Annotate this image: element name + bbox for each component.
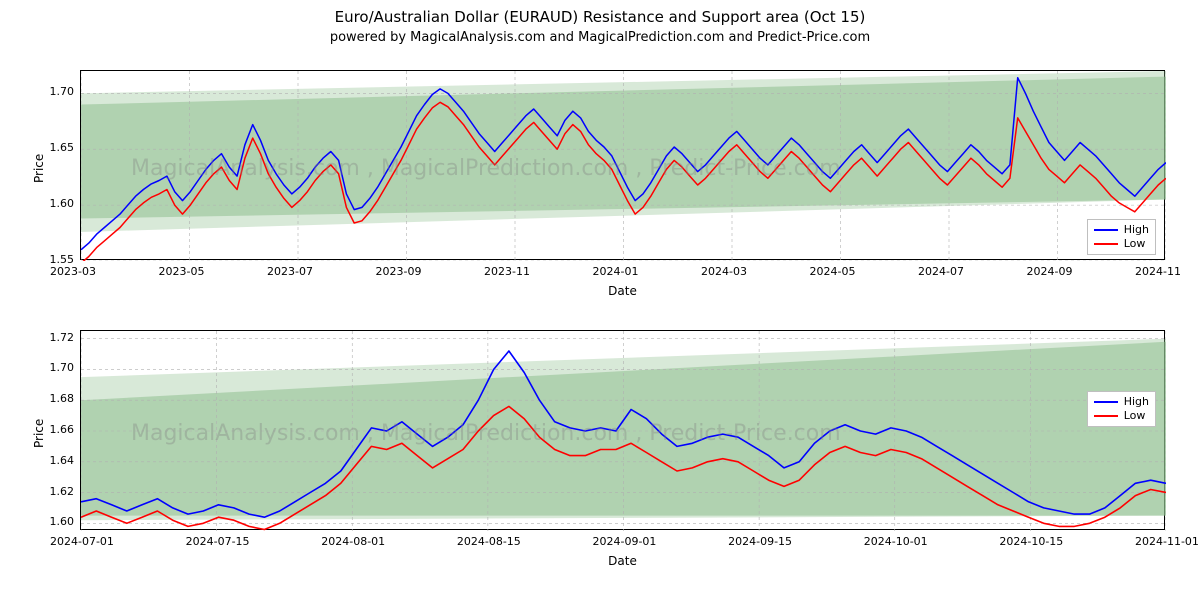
x-tick-label: 2023-11 (484, 265, 530, 278)
y-tick-label: 1.72 (50, 331, 75, 344)
legend-swatch (1094, 229, 1118, 231)
y-axis-label-bottom: Price (32, 419, 46, 448)
x-tick-label: 2024-03 (701, 265, 747, 278)
chart-subtitle: powered by MagicalAnalysis.com and Magic… (0, 30, 1200, 45)
x-tick-label: 2024-08-15 (457, 535, 521, 548)
x-tick-label: 2024-09-15 (728, 535, 792, 548)
x-tick-label: 2023-05 (159, 265, 205, 278)
x-tick-label: 2024-10-15 (999, 535, 1063, 548)
x-tick-label: 2024-11-01 (1135, 535, 1199, 548)
figure: Euro/Australian Dollar (EURAUD) Resistan… (0, 0, 1200, 600)
x-tick-label: 2024-09-01 (593, 535, 657, 548)
y-tick-label: 1.70 (50, 85, 75, 98)
y-tick-label: 1.60 (50, 515, 75, 528)
y-tick-label: 1.70 (50, 361, 75, 374)
legend-swatch (1094, 401, 1118, 403)
y-tick-label: 1.66 (50, 423, 75, 436)
x-tick-label: 2024-08-01 (321, 535, 385, 548)
legend-swatch (1094, 243, 1118, 245)
y-tick-label: 1.62 (50, 485, 75, 498)
chart-title: Euro/Australian Dollar (EURAUD) Resistan… (0, 8, 1200, 26)
x-tick-label: 2024-07-01 (50, 535, 114, 548)
y-axis-label-top: Price (32, 154, 46, 183)
y-tick-label: 1.65 (50, 141, 75, 154)
chart-panel-top: MagicalAnalysis.com , MagicalPrediction.… (80, 70, 1165, 260)
chart-canvas-bottom (81, 331, 1166, 531)
x-tick-label: 2023-03 (50, 265, 96, 278)
y-tick-label: 1.60 (50, 197, 75, 210)
legend-label: High (1124, 395, 1149, 409)
legend: HighLow (1087, 219, 1156, 255)
y-tick-label: 1.68 (50, 392, 75, 405)
legend-label: High (1124, 223, 1149, 237)
x-tick-label: 2024-01 (593, 265, 639, 278)
legend-item: High (1094, 223, 1149, 237)
x-tick-label: 2023-09 (376, 265, 422, 278)
legend-item: High (1094, 395, 1149, 409)
chart-canvas-top (81, 71, 1166, 261)
legend: HighLow (1087, 391, 1156, 427)
x-tick-label: 2024-10-01 (864, 535, 928, 548)
x-tick-label: 2024-07 (918, 265, 964, 278)
legend-swatch (1094, 415, 1118, 417)
legend-label: Low (1124, 237, 1146, 251)
x-tick-label: 2024-07-15 (186, 535, 250, 548)
x-tick-label: 2024-11 (1135, 265, 1181, 278)
legend-item: Low (1094, 237, 1149, 251)
x-tick-label: 2024-05 (810, 265, 856, 278)
chart-panel-bottom: MagicalAnalysis.com , MagicalPrediction.… (80, 330, 1165, 530)
x-tick-label: 2023-07 (267, 265, 313, 278)
y-tick-label: 1.64 (50, 454, 75, 467)
legend-label: Low (1124, 409, 1146, 423)
x-tick-label: 2024-09 (1027, 265, 1073, 278)
x-axis-label-bottom: Date (80, 554, 1165, 568)
x-axis-label-top: Date (80, 284, 1165, 298)
legend-item: Low (1094, 409, 1149, 423)
